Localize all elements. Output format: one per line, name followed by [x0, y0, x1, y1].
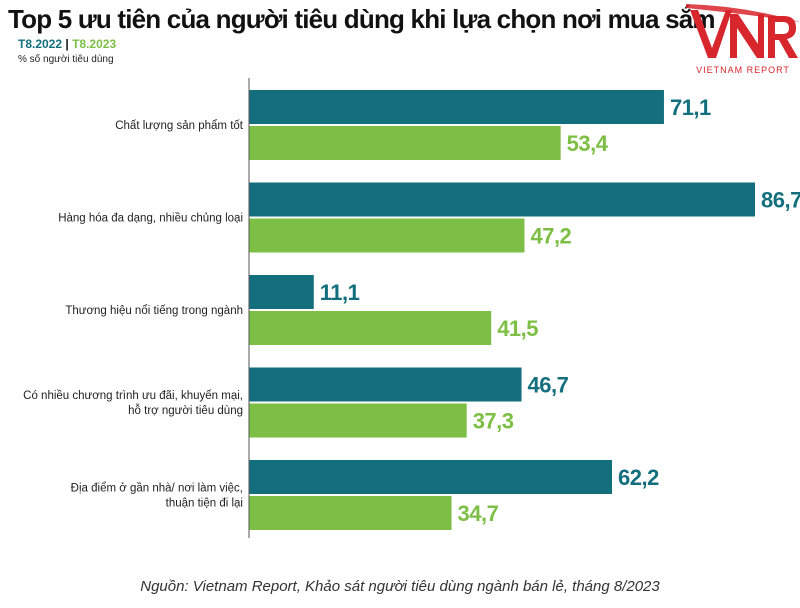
bar-t8-2022: [249, 275, 314, 309]
bar-t8-2023: [249, 403, 467, 438]
bar-t8-2022: [249, 182, 755, 217]
bar-t8-2022: [249, 90, 664, 124]
bar-t8-2023: [249, 311, 492, 345]
bar-t8-2023: [249, 496, 452, 530]
category-label: Địa điểm ở gần nhà/ nơi làm việc,: [71, 483, 243, 495]
category-label: Thương hiệu nổi tiếng trong ngành: [65, 305, 243, 317]
category-label: thuận tiện đi lại: [166, 498, 243, 510]
data-label: 71,1: [670, 95, 711, 120]
data-label: 37,3: [473, 409, 514, 434]
data-label: 46,7: [528, 373, 569, 398]
category-label: Có nhiều chương trình ưu đãi, khuyến mại…: [23, 390, 243, 402]
bar-t8-2023: [249, 218, 525, 253]
data-label: 41,5: [497, 316, 538, 341]
logo-subtext: VIETNAM REPORT: [696, 65, 790, 75]
legend-item-2023: T8.2023: [72, 37, 117, 51]
data-label: 53,4: [567, 131, 609, 156]
vnr-logo-mark: [686, 4, 800, 58]
bar-t8-2023: [249, 126, 561, 160]
category-label: Chất lượng sản phẩm tốt: [115, 120, 244, 132]
category-label: Hàng hóa đa dạng, nhiều chủng loại: [58, 213, 243, 225]
data-label: 47,2: [530, 224, 571, 249]
chart-title: Top 5 ưu tiên của người tiêu dùng khi lự…: [8, 4, 716, 34]
category-label: hỗ trợ người tiêu dùng: [128, 404, 243, 417]
unit-label: % số người tiêu dùng: [18, 54, 114, 65]
bar-t8-2022: [249, 460, 613, 494]
vietnam-report-logo: VIETNAM REPORT: [686, 4, 800, 76]
legend-separator: |: [65, 37, 69, 51]
legend-item-2022: T8.2022: [18, 37, 63, 51]
bar-t8-2022: [249, 367, 522, 402]
bar-chart: Chất lượng sản phẩm tốt 71,1 53,4 Hàng hóa …: [23, 78, 800, 538]
legend: T8.2022 | T8.2023: [18, 37, 116, 51]
data-label: 34,7: [458, 501, 499, 526]
source-note: Nguồn: Vietnam Report, Khảo sát người ti…: [140, 578, 660, 595]
data-label: 11,1: [320, 280, 360, 305]
data-label: 86,7: [761, 188, 800, 213]
data-label: 62,2: [618, 465, 659, 490]
